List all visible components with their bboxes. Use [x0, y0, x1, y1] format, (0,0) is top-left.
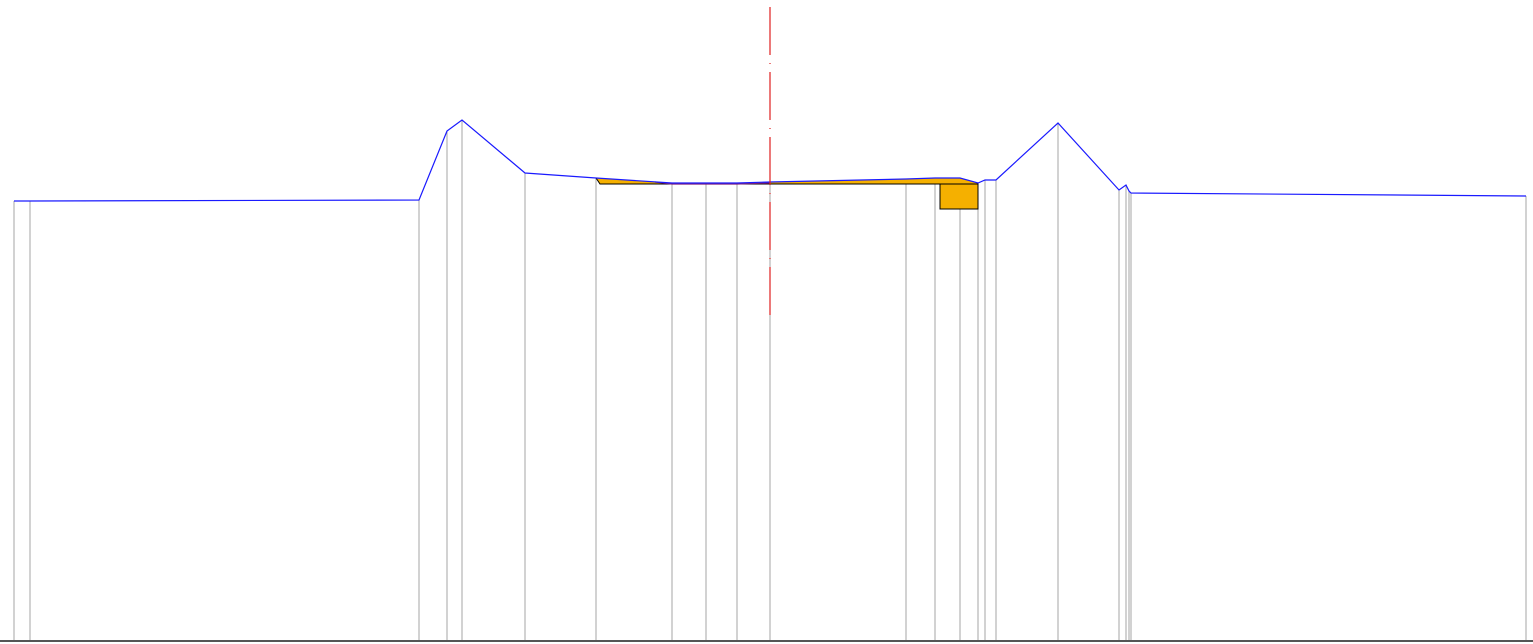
section-vertical-lines — [13, 120, 1527, 640]
ground-profile-line — [14, 119, 1527, 202]
curb-block — [939, 183, 979, 210]
cut-fill-area — [596, 178, 978, 209]
cut-fill-areas — [595, 177, 979, 210]
ground-profile — [14, 119, 1527, 202]
